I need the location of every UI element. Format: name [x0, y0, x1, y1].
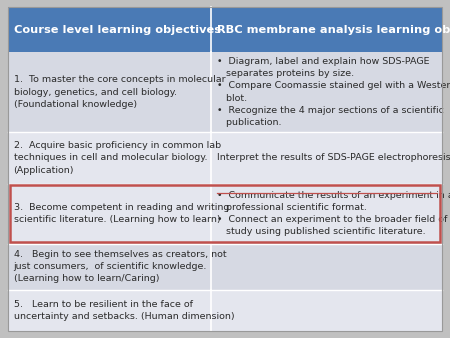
Text: 1.  To master the core concepts in molecular
biology, genetics, and cell biology: 1. To master the core concepts in molecu… [14, 75, 225, 108]
Bar [8, 244, 442, 290]
Text: 4.   Begin to see themselves as creators, not
just consumers,  of scientific kno: 4. Begin to see themselves as creators, … [14, 250, 226, 283]
Bar [8, 184, 442, 244]
Text: RBC membrane analysis learning objectives: RBC membrane analysis learning objective… [216, 25, 450, 35]
Bar [8, 52, 442, 132]
Bar [8, 7, 442, 52]
Text: •  Diagram, label and explain how SDS-PAGE
   separates proteins by size.
•  Com: • Diagram, label and explain how SDS-PAG… [216, 57, 450, 127]
Bar [8, 132, 442, 184]
Bar [8, 290, 442, 331]
Text: 2.  Acquire basic proficiency in common lab
techniques in cell and molecular bio: 2. Acquire basic proficiency in common l… [14, 141, 220, 175]
Text: Course level learning objectives: Course level learning objectives [14, 25, 220, 35]
Bar [10, 185, 440, 242]
Text: Interpret the results of SDS-PAGE electrophoresis.: Interpret the results of SDS-PAGE electr… [216, 153, 450, 163]
Text: 3.  Become competent in reading and writing
scientific literature. (Learning how: 3. Become competent in reading and writi… [14, 203, 229, 224]
Text: •  Communicate the results of an experiment in a
   professional scientific form: • Communicate the results of an experime… [216, 191, 450, 237]
Text: 5.   Learn to be resilient in the face of
uncertainty and setbacks. (Human dimen: 5. Learn to be resilient in the face of … [14, 299, 234, 321]
